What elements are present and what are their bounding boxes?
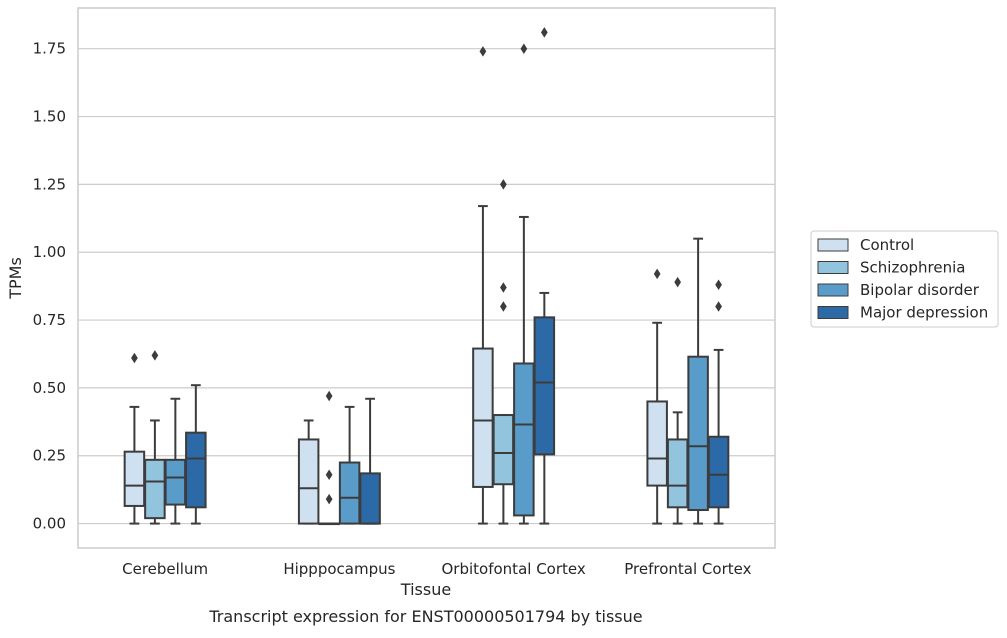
outlier-point — [520, 43, 528, 54]
y-tick-label: 1.25 — [33, 175, 66, 193]
outlier-point — [674, 276, 681, 288]
box-group — [533, 27, 556, 525]
outlier-point — [500, 301, 507, 312]
box — [533, 316, 556, 456]
y-tick-label: 1.50 — [33, 108, 66, 126]
y-tick-label: 1.00 — [33, 243, 66, 261]
box — [492, 414, 515, 486]
box — [144, 458, 166, 520]
outlier-point — [325, 469, 333, 480]
box-group — [687, 237, 709, 525]
box-group — [707, 279, 730, 525]
box — [513, 362, 535, 517]
y-tick-label: 0.00 — [33, 515, 66, 533]
box — [707, 435, 730, 509]
outlier-point — [540, 27, 548, 38]
legend-frame — [810, 230, 999, 328]
box — [666, 438, 689, 509]
outlier-point — [715, 301, 722, 312]
outlier-point — [653, 268, 661, 280]
box — [297, 438, 320, 525]
box — [687, 355, 709, 512]
box-group — [297, 419, 320, 525]
outlier-point — [479, 46, 487, 57]
box — [359, 472, 381, 525]
outlier-point — [325, 493, 333, 505]
box-marks — [123, 27, 730, 526]
plot-frame — [77, 7, 776, 549]
box — [646, 400, 668, 487]
outlier-point — [151, 350, 159, 361]
legend: Control Schizophrenia Bipolar disorder Majo… — [810, 230, 999, 328]
y-tick-label: 0.25 — [33, 447, 66, 465]
legend-swatch — [817, 283, 849, 297]
x-tick-label: Cerebellum — [122, 560, 208, 578]
box-group — [492, 179, 515, 525]
y-tick-label: 0.50 — [33, 379, 66, 397]
legend-label: Schizophrenia — [860, 259, 965, 277]
box — [123, 450, 146, 507]
x-tick-labels: Cerebellum Hipppocampus Orbitofontal Corte… — [122, 560, 751, 578]
x-axis-title: Tissue — [400, 580, 451, 599]
box-group — [359, 397, 381, 525]
box — [164, 458, 187, 506]
box-group — [646, 268, 668, 525]
box — [185, 431, 207, 509]
outlier-point — [325, 390, 333, 402]
legend-label: Control — [860, 236, 914, 254]
legend-label: Bipolar disorder — [860, 281, 980, 299]
x-tick-label: Hipppocampus — [283, 560, 395, 578]
outlier-point — [500, 179, 507, 190]
box-group — [144, 350, 166, 525]
y-tick-label: 1.75 — [33, 40, 66, 58]
y-tick-labels: 0.00 0.25 0.50 0.75 1.00 1.25 1.50 1.75 — [33, 40, 66, 533]
outlier-point — [500, 282, 507, 293]
y-tick-label: 0.75 — [33, 311, 66, 329]
legend-swatch — [817, 238, 849, 252]
outlier-point — [131, 352, 138, 364]
box-group — [123, 352, 146, 525]
box-group — [666, 276, 689, 525]
box-group — [185, 384, 207, 525]
legend-swatch — [817, 306, 849, 319]
box — [472, 347, 494, 488]
box — [338, 461, 361, 525]
x-tick-label: Orbitofontal Cortex — [442, 560, 586, 578]
legend-label: Major depression — [860, 304, 988, 322]
legend-swatch — [817, 261, 849, 274]
x-tick-label: Prefrontal Cortex — [624, 560, 751, 578]
outlier-point — [715, 279, 722, 291]
y-axis-title: TPMs — [6, 257, 25, 300]
chart-caption: Transcript expression for ENST0000050179… — [208, 607, 642, 626]
